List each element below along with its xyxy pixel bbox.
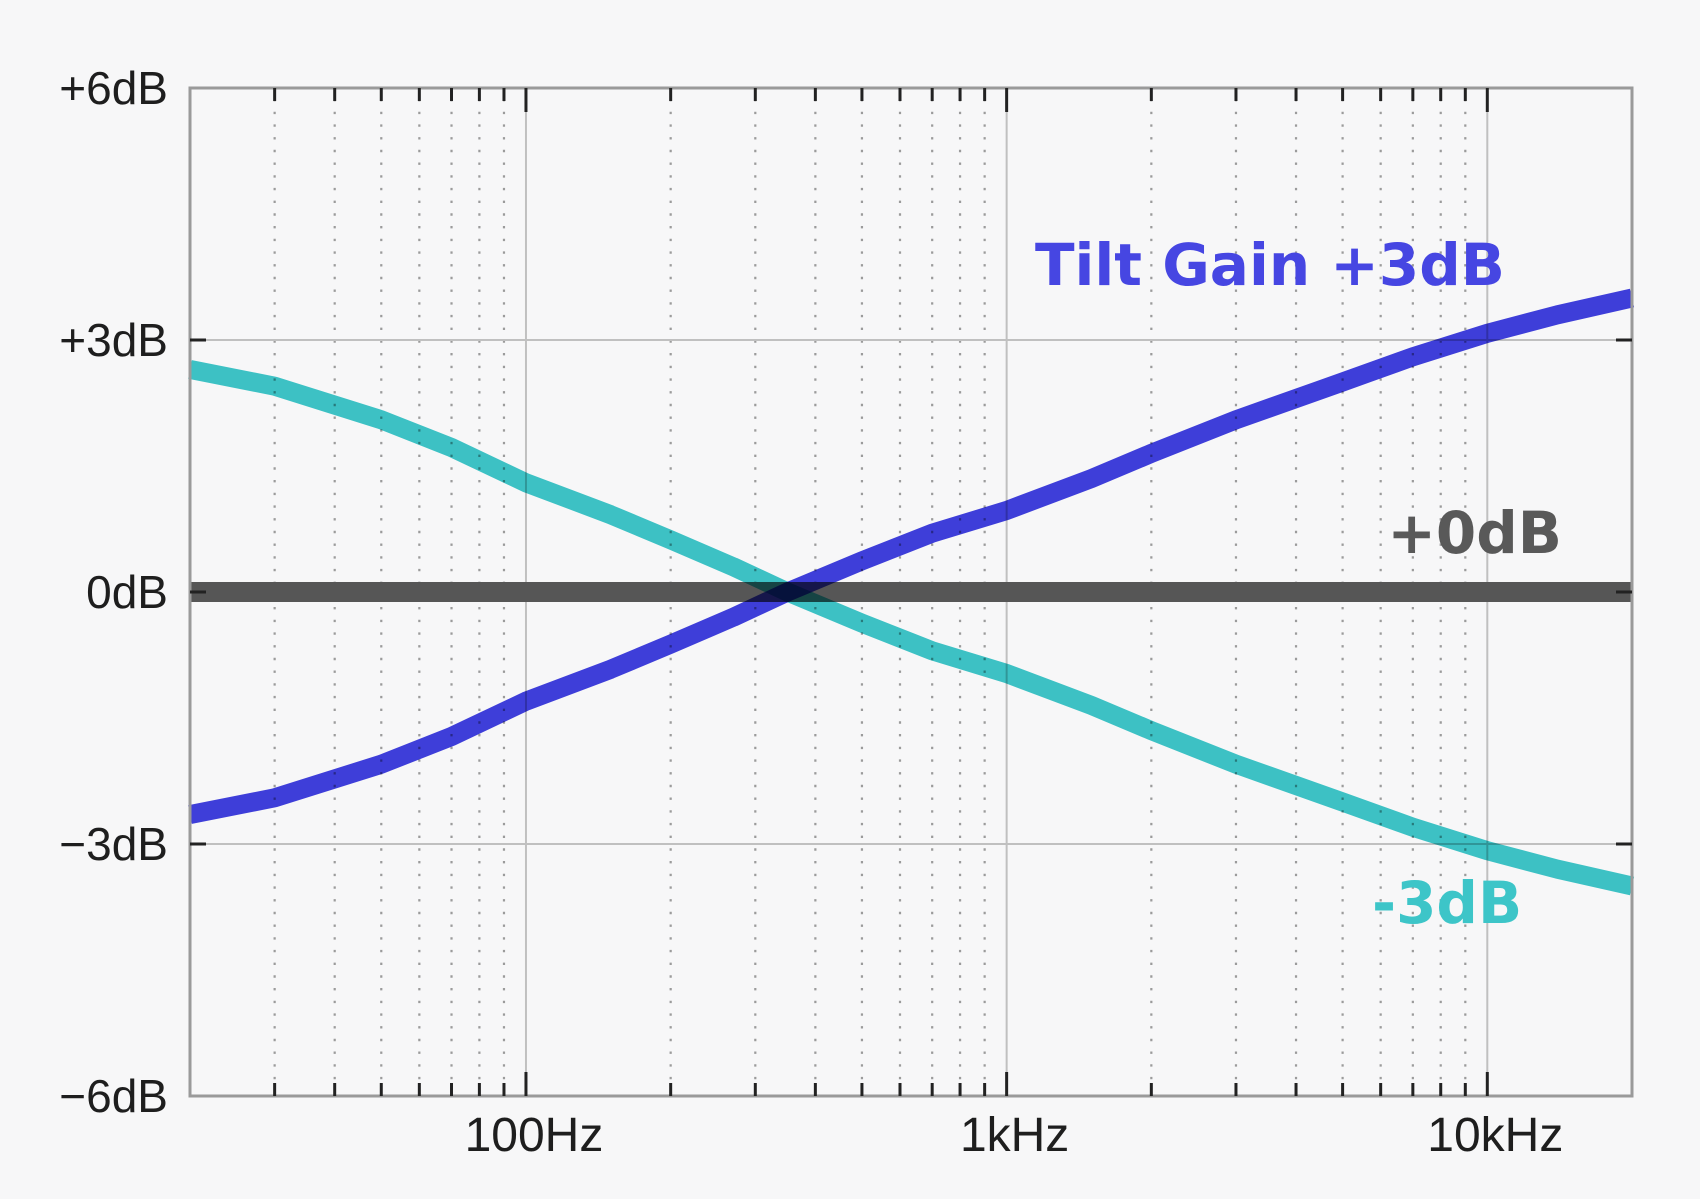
annotation-zero-db: +0dB: [1387, 499, 1562, 567]
curve-tilt-up-3db: [188, 288, 1635, 824]
annotation-tilt-gain: Tilt Gain +3dB: [1034, 231, 1505, 299]
y-tick-label: −6dB: [59, 1070, 168, 1122]
x-tick-label: 10kHz: [1427, 1109, 1564, 1162]
y-tick-label: +3dB: [59, 314, 168, 366]
y-tick-label: +6dB: [59, 62, 168, 114]
tick-marks: [190, 88, 1632, 1096]
annotation-minus-3db: -3dB: [1372, 869, 1523, 937]
y-tick-label: −3dB: [59, 818, 168, 870]
curve-tilt-down-3db: [188, 360, 1635, 896]
x-tick-label: 100Hz: [464, 1109, 604, 1162]
x-tick-label: 1kHz: [959, 1109, 1070, 1162]
curves: [188, 288, 1635, 896]
y-tick-label: 0dB: [86, 566, 168, 618]
